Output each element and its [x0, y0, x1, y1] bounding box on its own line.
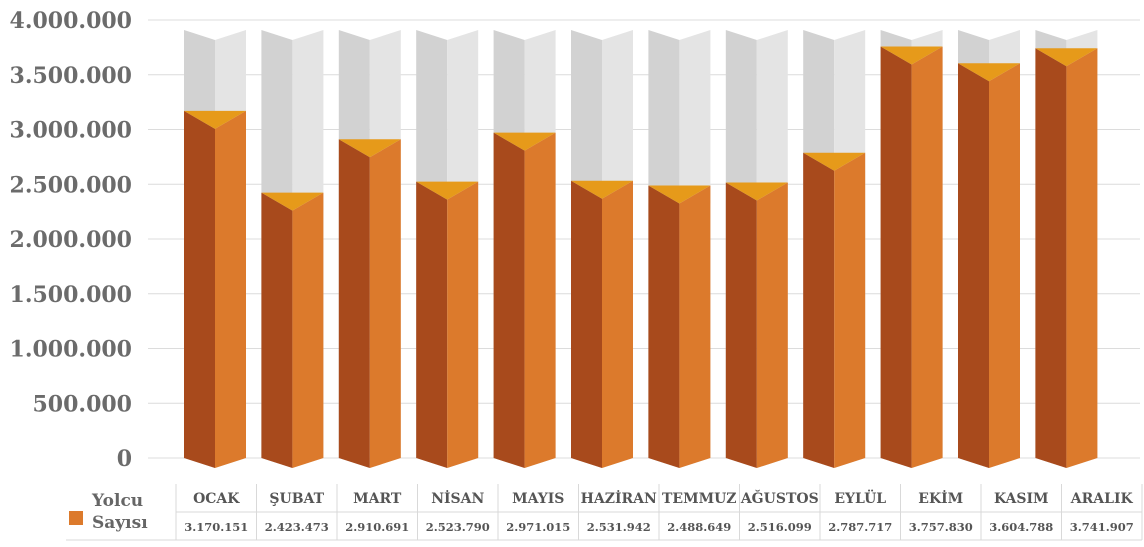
bar [292, 192, 324, 468]
bar-group [880, 30, 943, 469]
data-value-label: 2.523.790 [426, 520, 490, 534]
bar [215, 110, 246, 468]
bar-top [725, 182, 788, 201]
legend-label-line-2: Sayısı [92, 513, 148, 533]
bar-top [571, 180, 633, 199]
y-tick-label: 2.500.000 [10, 172, 132, 198]
data-value-label: 2.423.473 [265, 520, 329, 534]
bar-side [880, 46, 912, 469]
y-tick-label: 0 [117, 446, 132, 472]
bar-side [958, 63, 989, 468]
x-category-label: EYLÜL [834, 488, 886, 507]
bar-group [958, 30, 1020, 468]
bar-group [184, 30, 246, 468]
bar-top [338, 139, 401, 158]
data-value-label: 2.488.649 [667, 520, 731, 534]
data-value-label: 2.531.942 [587, 520, 651, 534]
x-category-label: EKİM [918, 488, 963, 507]
data-value-label: 2.910.691 [345, 520, 409, 534]
bar [989, 63, 1020, 468]
bars [184, 30, 1098, 469]
y-tick-label: 1.000.000 [10, 337, 132, 363]
bar [679, 185, 711, 469]
bar-top [958, 63, 1020, 82]
data-value-label: 2.971.015 [506, 520, 570, 534]
bar-group [261, 30, 324, 468]
bar-group [571, 30, 633, 468]
bar-side [261, 192, 293, 468]
legend-label: Yolcu Sayısı [92, 490, 162, 534]
bar-side [184, 110, 215, 468]
bar [602, 180, 633, 468]
bar-top [880, 46, 943, 65]
bar-side [571, 180, 602, 468]
x-category-label: AĞUSTOS [740, 489, 819, 507]
data-value-label: 2.516.099 [748, 520, 812, 534]
bar [756, 182, 788, 468]
data-value-label: 3.741.907 [1070, 520, 1134, 534]
x-category-label: MAYIS [512, 491, 564, 507]
bar-side [725, 182, 757, 468]
x-category-label: OCAK [193, 491, 240, 507]
y-tick-label: 4.000.000 [10, 8, 132, 34]
legend-label-line-1: Yolcu [92, 491, 144, 511]
bar [369, 139, 401, 468]
bar [1066, 48, 1098, 469]
bar-group [803, 30, 866, 468]
bar-top [803, 152, 866, 171]
y-axis-ticks: 0 500.000 1.000.000 1.500.000 2.000.000 2.500… [10, 8, 132, 472]
bar-side [338, 139, 370, 468]
data-value-label: 2.787.717 [828, 520, 892, 534]
legend-swatch [69, 511, 83, 525]
bar [911, 46, 943, 469]
bar-side [1035, 48, 1067, 469]
bar-top [493, 132, 556, 151]
bar-group [725, 30, 788, 468]
y-tick-label: 1.500.000 [10, 282, 132, 308]
x-category-label: KASIM [994, 491, 1049, 507]
data-table: OCAK 3.170.151 ŞUBAT 2.423.473 MART 2.910.691… [66, 484, 1143, 541]
x-category-label: HAZİRAN [581, 488, 657, 507]
bar-side [648, 185, 680, 469]
bar-side [493, 132, 525, 468]
y-tick-label: 3.000.000 [10, 118, 132, 144]
bar-top [261, 192, 324, 211]
bar [447, 181, 479, 468]
data-value-label: 3.604.788 [989, 520, 1053, 534]
bar-group [338, 30, 401, 468]
bar-top [416, 181, 479, 200]
bar-group [493, 30, 556, 468]
bar [834, 152, 866, 468]
data-value-label: 3.757.830 [909, 520, 973, 534]
x-category-label: ŞUBAT [269, 491, 324, 507]
x-category-label: TEMMUZ [662, 491, 737, 507]
bar-top [1035, 48, 1098, 67]
bar [524, 132, 556, 468]
bar-top [648, 185, 711, 204]
y-tick-label: 3.500.000 [10, 63, 132, 89]
bar-top [184, 110, 246, 129]
x-category-label: MART [353, 491, 402, 507]
data-value-label: 3.170.151 [184, 520, 248, 534]
x-category-label: NİSAN [431, 488, 484, 507]
y-tick-label: 500.000 [32, 391, 132, 417]
bar-group [648, 30, 711, 469]
bar-side [803, 152, 835, 468]
bar-group [1035, 30, 1098, 469]
bar-group [416, 30, 479, 468]
bar-side [416, 181, 448, 468]
y-tick-label: 2.000.000 [10, 227, 132, 253]
x-category-label: ARALIK [1070, 491, 1134, 507]
